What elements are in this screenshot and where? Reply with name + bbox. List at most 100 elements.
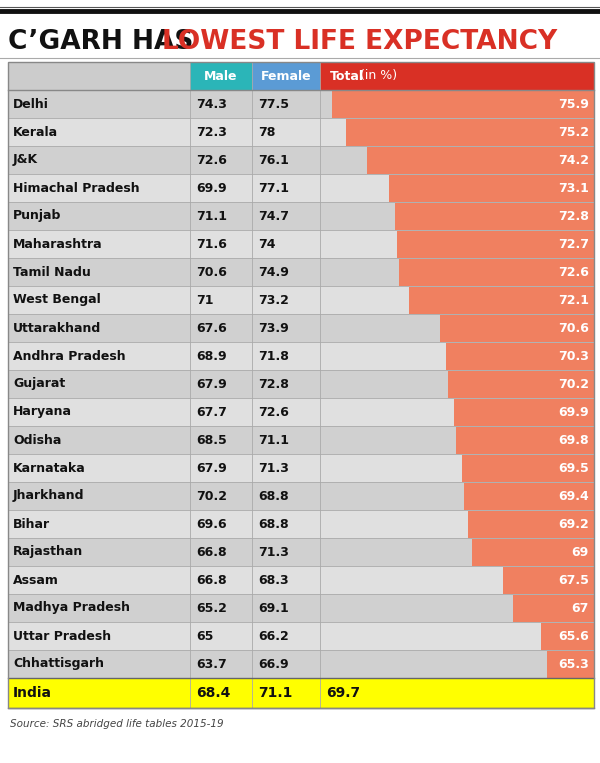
Text: Bihar: Bihar: [13, 517, 50, 530]
Text: Andhra Pradesh: Andhra Pradesh: [13, 349, 125, 362]
Text: 67.9: 67.9: [196, 378, 227, 391]
Bar: [190, 370, 252, 398]
Bar: [320, 510, 594, 538]
Text: 72.6: 72.6: [558, 266, 589, 278]
Bar: [320, 286, 594, 314]
Bar: [8, 398, 190, 426]
Bar: [252, 650, 320, 678]
Text: 68.9: 68.9: [196, 349, 227, 362]
Text: Maharashtra: Maharashtra: [13, 237, 103, 250]
Text: Haryana: Haryana: [13, 405, 72, 418]
Bar: [252, 174, 320, 202]
Bar: [320, 650, 594, 678]
Text: 68.8: 68.8: [258, 490, 289, 503]
Text: 68.5: 68.5: [196, 433, 227, 446]
Bar: [397, 230, 594, 257]
Text: 75.9: 75.9: [558, 98, 589, 111]
Text: 69.9: 69.9: [559, 405, 589, 418]
Bar: [8, 314, 190, 342]
Text: 69.2: 69.2: [558, 517, 589, 530]
Bar: [468, 510, 594, 537]
Bar: [8, 202, 190, 230]
Bar: [320, 426, 594, 454]
Text: 67: 67: [572, 601, 589, 614]
Text: Source: SRS abridged life tables 2015-19: Source: SRS abridged life tables 2015-19: [10, 719, 224, 729]
Bar: [320, 118, 594, 146]
Text: 66.9: 66.9: [258, 658, 289, 671]
Bar: [190, 650, 252, 678]
Bar: [8, 62, 190, 90]
Bar: [190, 230, 252, 258]
Text: Gujarat: Gujarat: [13, 378, 65, 391]
Text: 65.3: 65.3: [558, 658, 589, 671]
Text: 68.4: 68.4: [196, 686, 230, 700]
Bar: [332, 91, 594, 118]
Bar: [8, 454, 190, 482]
Text: 73.1: 73.1: [558, 182, 589, 195]
Text: 69.9: 69.9: [196, 182, 227, 195]
Text: Tamil Nadu: Tamil Nadu: [13, 266, 91, 278]
Text: 71.6: 71.6: [196, 237, 227, 250]
Bar: [8, 230, 190, 258]
Text: 73.2: 73.2: [258, 294, 289, 307]
Text: 70.2: 70.2: [558, 378, 589, 391]
Bar: [190, 146, 252, 174]
Bar: [252, 538, 320, 566]
Bar: [190, 202, 252, 230]
Bar: [8, 258, 190, 286]
Text: 69.1: 69.1: [258, 601, 289, 614]
Bar: [320, 622, 594, 650]
Bar: [8, 538, 190, 566]
Bar: [8, 118, 190, 146]
Text: 70.2: 70.2: [196, 490, 227, 503]
Text: 65: 65: [196, 629, 214, 642]
Text: 69.8: 69.8: [559, 433, 589, 446]
Bar: [190, 62, 252, 90]
Bar: [320, 202, 594, 230]
Text: 66.8: 66.8: [196, 574, 227, 587]
Bar: [8, 286, 190, 314]
Bar: [252, 286, 320, 314]
Text: Assam: Assam: [13, 574, 59, 587]
Bar: [252, 230, 320, 258]
Text: 70.6: 70.6: [558, 321, 589, 334]
Bar: [190, 314, 252, 342]
Text: (in %): (in %): [356, 69, 397, 82]
Bar: [440, 314, 594, 342]
Bar: [8, 370, 190, 398]
Bar: [190, 622, 252, 650]
Bar: [190, 426, 252, 454]
Bar: [320, 90, 594, 118]
Text: Delhi: Delhi: [13, 98, 49, 111]
Text: 74.9: 74.9: [258, 266, 289, 278]
Text: Male: Male: [204, 69, 238, 82]
Bar: [190, 538, 252, 566]
Text: 71.1: 71.1: [196, 210, 227, 223]
Bar: [320, 230, 594, 258]
Bar: [8, 510, 190, 538]
Text: Rajasthan: Rajasthan: [13, 546, 83, 559]
Text: 71.1: 71.1: [258, 433, 289, 446]
Bar: [190, 90, 252, 118]
Text: 67.5: 67.5: [558, 574, 589, 587]
Bar: [190, 342, 252, 370]
Bar: [8, 174, 190, 202]
Text: 78: 78: [258, 125, 275, 139]
Text: 70.3: 70.3: [558, 349, 589, 362]
Bar: [367, 146, 594, 173]
Bar: [252, 314, 320, 342]
Text: Madhya Pradesh: Madhya Pradesh: [13, 601, 130, 614]
Bar: [320, 146, 594, 174]
Bar: [541, 623, 594, 649]
Bar: [252, 342, 320, 370]
Text: 71.3: 71.3: [258, 546, 289, 559]
Text: Uttarakhand: Uttarakhand: [13, 321, 101, 334]
Bar: [547, 651, 594, 678]
Bar: [448, 371, 594, 398]
Bar: [320, 482, 594, 510]
Bar: [252, 398, 320, 426]
Bar: [320, 314, 594, 342]
Text: J&K: J&K: [13, 153, 38, 166]
Text: 63.7: 63.7: [196, 658, 227, 671]
Text: 68.3: 68.3: [258, 574, 289, 587]
